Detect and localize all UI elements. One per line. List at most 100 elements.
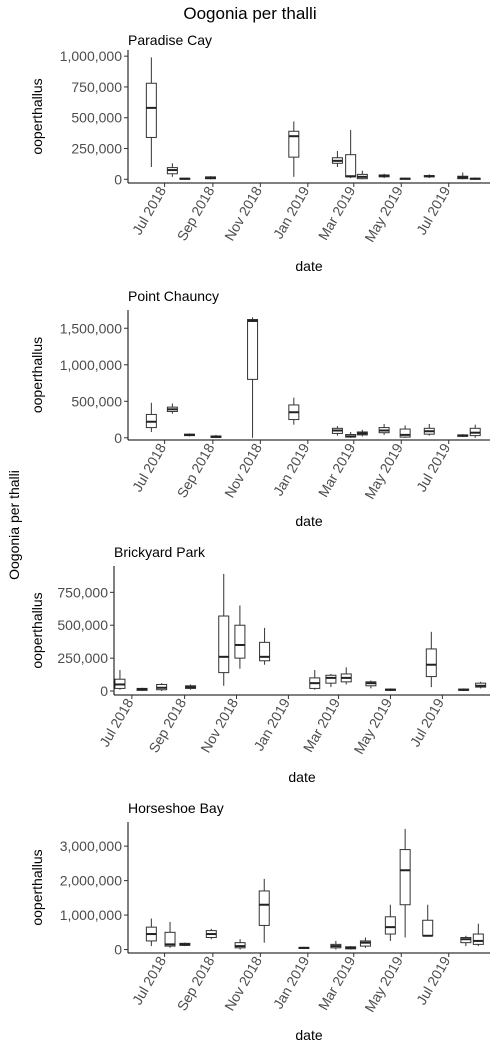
box-iqr bbox=[384, 916, 396, 935]
x-tick-label: Mar 2019 bbox=[315, 953, 359, 1012]
box-11 bbox=[423, 423, 435, 436]
x-axis-label: date bbox=[288, 769, 315, 785]
box-5 bbox=[288, 397, 300, 425]
box-iqr bbox=[145, 82, 157, 138]
box-6 bbox=[345, 130, 357, 179]
chart-panel-1: Point Chauncy 0 500,000 1,000,000 1,500,000 J… bbox=[29, 288, 490, 529]
box-3 bbox=[210, 434, 222, 438]
y-tick-label: 750,000 bbox=[71, 79, 122, 95]
box-0 bbox=[114, 669, 126, 690]
y-tick-label: 750,000 bbox=[57, 584, 108, 600]
box-6 bbox=[298, 946, 310, 949]
box-iqr bbox=[234, 624, 246, 659]
y-tick-label: 500,000 bbox=[71, 393, 122, 409]
y-tick-label: 2,000,000 bbox=[60, 873, 122, 889]
box-10 bbox=[365, 680, 377, 689]
y-tick-label: 1,000,000 bbox=[60, 48, 122, 64]
x-tick-label: Nov 2018 bbox=[221, 183, 265, 243]
x-tick-label: Jul 2018 bbox=[129, 953, 169, 1007]
y-axis-label: ooperthallus bbox=[29, 337, 45, 413]
chart-panel-2: Brickyard Park 0 250,000 500,000 750,000 Jul … bbox=[29, 544, 490, 785]
y-tick-label: 250,000 bbox=[71, 141, 122, 157]
box-iqr bbox=[422, 919, 434, 937]
box-12 bbox=[422, 904, 434, 937]
box-iqr bbox=[399, 849, 411, 906]
x-tick-label: Jul 2019 bbox=[413, 440, 453, 494]
x-tick-label: Nov 2018 bbox=[197, 695, 241, 755]
y-tick-label: 1,500,000 bbox=[60, 320, 122, 336]
box-1 bbox=[136, 687, 148, 692]
x-tick-label: Jul 2018 bbox=[96, 695, 136, 749]
x-tick-label: Jul 2018 bbox=[129, 440, 169, 494]
box-10 bbox=[399, 425, 411, 438]
x-tick-label: Sep 2018 bbox=[174, 953, 218, 1013]
x-tick-label: May 2019 bbox=[361, 953, 406, 1014]
x-axis-label: date bbox=[295, 1027, 322, 1043]
box-9 bbox=[340, 667, 352, 685]
box-5 bbox=[234, 605, 246, 669]
box-11 bbox=[457, 172, 469, 180]
y-axis-label: ooperthallus bbox=[29, 849, 45, 925]
box-11 bbox=[399, 828, 411, 938]
x-tick-label: May 2019 bbox=[361, 183, 406, 244]
x-tick-label: Sep 2018 bbox=[174, 183, 218, 243]
x-tick-label: Mar 2019 bbox=[300, 695, 344, 754]
box-2 bbox=[179, 942, 191, 947]
box-0 bbox=[145, 918, 157, 947]
x-tick-label: May 2019 bbox=[361, 440, 406, 501]
box-1 bbox=[164, 921, 176, 948]
x-tick-label: Sep 2018 bbox=[174, 440, 218, 500]
box-4 bbox=[234, 939, 246, 950]
box-5 bbox=[258, 878, 270, 943]
box-12 bbox=[425, 631, 437, 688]
x-tick-label: May 2019 bbox=[350, 695, 395, 756]
box-1 bbox=[166, 403, 178, 414]
box-2 bbox=[179, 177, 191, 180]
x-tick-label: Jan 2019 bbox=[270, 953, 313, 1011]
box-6 bbox=[331, 426, 343, 436]
y-tick-label: 0 bbox=[100, 683, 108, 699]
box-7 bbox=[345, 431, 357, 438]
x-tick-label: Nov 2018 bbox=[221, 440, 265, 500]
y-tick-label: 3,000,000 bbox=[60, 838, 122, 854]
y-tick-label: 250,000 bbox=[57, 650, 108, 666]
chart-panel-0: Paradise Cay 0 250,000 500,000 750,000 1,000,… bbox=[29, 32, 490, 274]
y-axis-label: ooperthallus bbox=[29, 592, 45, 668]
box-3 bbox=[205, 176, 217, 180]
x-axis-label: date bbox=[295, 513, 322, 529]
box-iqr bbox=[425, 648, 437, 678]
box-8 bbox=[325, 673, 337, 688]
x-tick-label: Jan 2019 bbox=[270, 183, 313, 241]
box-iqr bbox=[472, 933, 484, 945]
box-iqr bbox=[164, 931, 176, 947]
box-13 bbox=[469, 424, 481, 438]
box-2 bbox=[156, 683, 168, 692]
box-9 bbox=[359, 937, 371, 948]
box-7 bbox=[330, 940, 342, 950]
y-tick-label: 0 bbox=[114, 171, 122, 187]
box-4 bbox=[247, 317, 259, 438]
box-iqr bbox=[288, 130, 300, 158]
box-iqr bbox=[259, 641, 271, 662]
box-14 bbox=[472, 923, 484, 947]
x-tick-label: Sep 2018 bbox=[145, 695, 189, 755]
y-tick-label: 500,000 bbox=[71, 110, 122, 126]
box-iqr bbox=[218, 615, 230, 674]
x-tick-label: Jan 2019 bbox=[250, 695, 293, 753]
y-tick-label: 0 bbox=[114, 430, 122, 446]
x-axis-label: date bbox=[295, 258, 322, 274]
x-tick-label: Jul 2018 bbox=[129, 183, 169, 237]
panel-title: Horseshoe Bay bbox=[128, 800, 224, 816]
box-iqr bbox=[247, 318, 259, 380]
box-13 bbox=[460, 935, 472, 947]
box-12 bbox=[469, 177, 481, 180]
box-7 bbox=[356, 170, 368, 180]
x-tick-label: Mar 2019 bbox=[315, 183, 359, 242]
box-8 bbox=[345, 946, 357, 950]
x-tick-label: Jul 2019 bbox=[413, 183, 453, 237]
y-tick-label: 1,000,000 bbox=[60, 357, 122, 373]
x-tick-label: Jul 2019 bbox=[407, 695, 447, 749]
box-13 bbox=[458, 688, 470, 692]
x-tick-label: Nov 2018 bbox=[221, 953, 265, 1013]
box-11 bbox=[384, 688, 396, 692]
